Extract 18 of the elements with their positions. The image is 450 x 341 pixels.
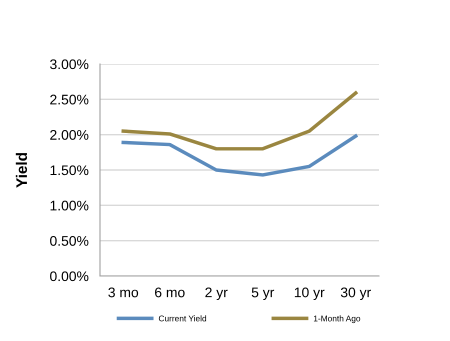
legend-label: Current Yield <box>158 315 206 322</box>
y-axis-title: Yield <box>16 153 28 188</box>
x-tick-label: 30 yr <box>340 287 371 300</box>
x-tick-label: 6 mo <box>155 287 185 298</box>
y-tick-label: 1.00% <box>50 200 88 211</box>
y-tick-label: 0.00% <box>50 271 88 282</box>
x-tick-label: 3 mo <box>108 287 138 298</box>
x-tick-label: 5 yr <box>252 288 274 300</box>
x-tick-label: 10 yr <box>294 287 324 300</box>
y-tick-label: 2.00% <box>50 130 88 140</box>
legend-label: 1-Month Ago <box>314 315 360 324</box>
y-tick-label: 0.50% <box>50 236 88 246</box>
x-tick-label: 2 yr <box>205 287 228 300</box>
y-tick-label: 1.50% <box>50 165 88 176</box>
line-series <box>122 134 358 177</box>
y-tick-label: 3.00% <box>50 59 88 70</box>
y-tick-label: 2.50% <box>50 94 88 105</box>
line-series <box>122 91 358 151</box>
